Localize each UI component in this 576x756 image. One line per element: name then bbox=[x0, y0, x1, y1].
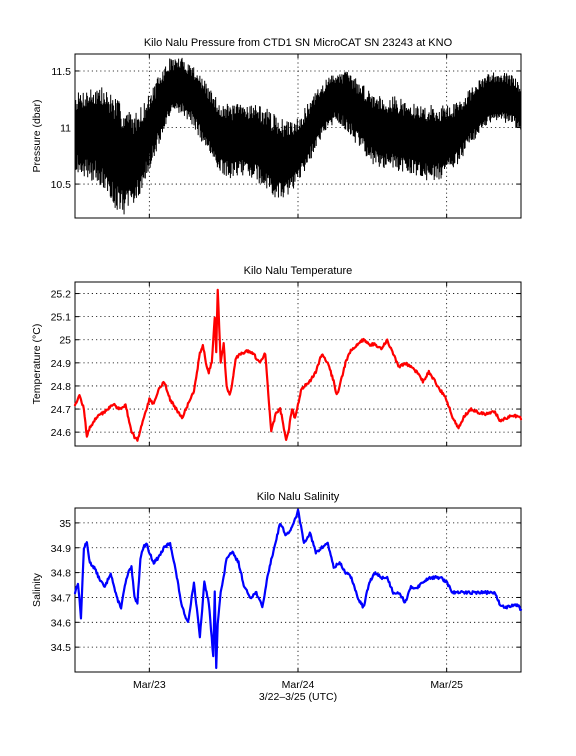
pressure-x-ticks bbox=[148, 54, 448, 218]
salinity-chart-title: Kilo Nalu Salinity bbox=[257, 491, 340, 503]
pressure-chart-title: Kilo Nalu Pressure from CTD1 SN MicroCAT… bbox=[144, 37, 453, 49]
temperature-chart-title: Kilo Nalu Temperature bbox=[244, 265, 353, 277]
temperature-y-tick-label: 24.6 bbox=[51, 427, 72, 439]
salinity-series-line bbox=[73, 508, 523, 670]
pressure-panel: Kilo Nalu Pressure from CTD1 SN MicroCAT… bbox=[31, 37, 522, 219]
salinity-x-tick-label: Mar/23 bbox=[133, 679, 166, 691]
salinity-y-tick-label: 34.6 bbox=[51, 617, 72, 629]
temperature-series bbox=[73, 288, 523, 442]
salinity-y-tick-label: 34.5 bbox=[51, 642, 72, 654]
salinity-y-tick-label: 34.9 bbox=[51, 543, 72, 555]
salinity-x-tick-label: Mar/25 bbox=[430, 679, 463, 691]
temperature-y-tick-label: 25 bbox=[59, 335, 71, 347]
temperature-x-ticks bbox=[148, 282, 448, 446]
salinity-x-ticks: Mar/23 Mar/24 Mar/25 bbox=[133, 508, 463, 691]
salinity-y-tick-label: 34.8 bbox=[51, 568, 72, 580]
temperature-y-tick-label: 24.7 bbox=[51, 404, 72, 416]
salinity-panel: Kilo Nalu Salinity 34.5 34.6 34.7 34.8 34.9 3… bbox=[31, 491, 523, 703]
temperature-plot-frame bbox=[74, 281, 522, 447]
pressure-series bbox=[74, 57, 522, 215]
temperature-y-ticks: 24.6 24.7 24.8 24.9 25 25.1 25.2 bbox=[51, 289, 521, 439]
temperature-y-tick-label: 25.2 bbox=[51, 289, 72, 301]
salinity-plot-frame bbox=[74, 507, 522, 673]
pressure-y-axis-label: Pressure (dbar) bbox=[31, 100, 43, 173]
salinity-y-axis-label: Salinity bbox=[31, 572, 43, 607]
temperature-y-tick-label: 24.8 bbox=[51, 381, 72, 393]
x-axis-label: 3/22–3/25 (UTC) bbox=[259, 691, 337, 703]
temperature-y-tick-label: 25.1 bbox=[51, 312, 72, 324]
temperature-y-tick-label: 24.9 bbox=[51, 358, 72, 370]
pressure-y-ticks: 10.5 11 11.5 bbox=[51, 66, 521, 191]
salinity-y-tick-label: 34.7 bbox=[51, 592, 72, 604]
salinity-series bbox=[73, 508, 523, 670]
salinity-grid bbox=[75, 508, 521, 672]
temperature-y-axis-label: Temperature (°C) bbox=[31, 324, 43, 405]
pressure-series-line bbox=[74, 57, 522, 215]
pressure-y-tick-label: 11 bbox=[60, 123, 71, 135]
salinity-x-tick-label: Mar/24 bbox=[282, 679, 315, 691]
temperature-panel: Kilo Nalu Temperature 24.6 24.7 24.8 24.9 25… bbox=[31, 265, 523, 447]
pressure-grid bbox=[75, 54, 521, 218]
pressure-y-tick-label: 11.5 bbox=[51, 66, 71, 78]
temperature-series-line bbox=[73, 288, 523, 442]
salinity-y-tick-label: 35 bbox=[59, 518, 71, 530]
pressure-y-tick-label: 10.5 bbox=[51, 179, 72, 191]
